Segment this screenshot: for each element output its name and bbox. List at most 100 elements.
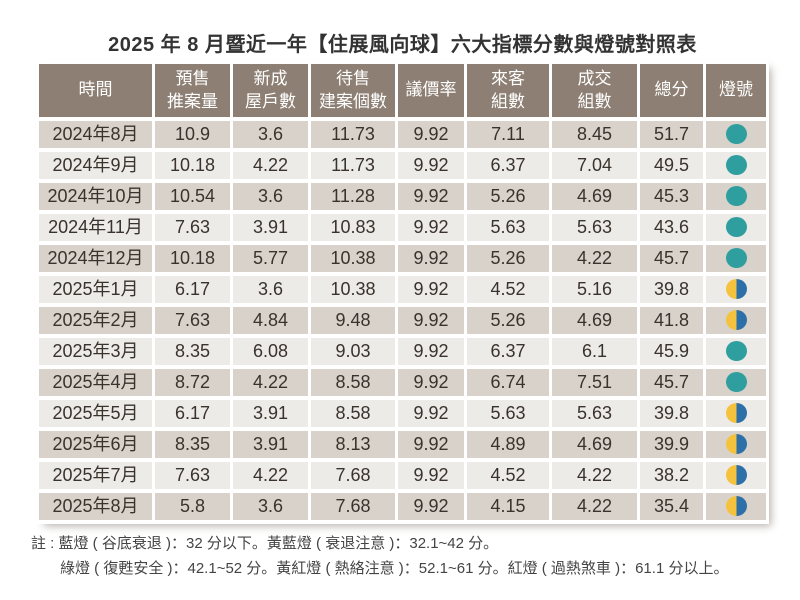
cell-projects-for-sale: 8.13 (311, 431, 395, 458)
table-row: 2025年4月 8.72 4.22 8.58 9.92 6.74 7.51 45.7 (39, 369, 766, 396)
indicator-table: 時間 預售 推案量 新成 屋戶數 待售 建案個數 議價率 來客 組數 成交 組數 總分 燈號 2… (36, 60, 769, 524)
col-header-visitor-groups: 來客 組數 (467, 64, 549, 117)
cell-time: 2024年8月 (39, 121, 152, 148)
yellow-blue-light-icon (725, 433, 747, 454)
cell-total-score: 45.3 (640, 183, 703, 210)
cell-deal-groups: 5.16 (552, 276, 637, 303)
cell-projects-for-sale: 11.73 (311, 152, 395, 179)
cell-total-score: 38.2 (640, 462, 703, 489)
col-header-presale-volume: 預售 推案量 (155, 64, 230, 117)
cell-new-house-units: 4.22 (233, 369, 308, 396)
page-title: 2025 年 8 月暨近一年【住展風向球】六大指標分數與燈號對照表 (108, 34, 697, 56)
cell-projects-for-sale: 11.28 (311, 183, 395, 210)
cell-presale-volume: 10.18 (155, 152, 230, 179)
cell-projects-for-sale: 7.68 (311, 493, 395, 520)
cell-deal-groups: 7.51 (552, 369, 637, 396)
cell-light-signal (706, 400, 766, 427)
cell-presale-volume: 8.35 (155, 431, 230, 458)
cell-negotiation-rate: 9.92 (398, 307, 464, 334)
cell-deal-groups: 4.22 (552, 462, 637, 489)
cell-negotiation-rate: 9.92 (398, 183, 464, 210)
cell-visitor-groups: 5.26 (467, 245, 549, 272)
cell-light-signal (706, 183, 766, 210)
cell-negotiation-rate: 9.92 (398, 369, 464, 396)
cell-presale-volume: 10.54 (155, 183, 230, 210)
cell-presale-volume: 10.18 (155, 245, 230, 272)
cell-negotiation-rate: 9.92 (398, 431, 464, 458)
cell-total-score: 39.9 (640, 431, 703, 458)
cell-deal-groups: 4.22 (552, 493, 637, 520)
cell-light-signal (706, 493, 766, 520)
cell-negotiation-rate: 9.92 (398, 276, 464, 303)
cell-light-signal (706, 307, 766, 334)
cell-negotiation-rate: 9.92 (398, 152, 464, 179)
cell-light-signal (706, 276, 766, 303)
cell-light-signal (706, 152, 766, 179)
green-light-icon (725, 123, 747, 144)
cell-new-house-units: 3.91 (233, 431, 308, 458)
cell-time: 2025年5月 (39, 400, 152, 427)
cell-presale-volume: 6.17 (155, 400, 230, 427)
cell-light-signal (706, 431, 766, 458)
cell-visitor-groups: 5.26 (467, 307, 549, 334)
cell-new-house-units: 3.6 (233, 493, 308, 520)
legend-notes: 註 : 藍燈 ( 谷底衰退 )：32 分以下。黃藍燈 ( 衰退注意 )：32.1… (31, 531, 728, 581)
cell-light-signal (706, 245, 766, 272)
cell-projects-for-sale: 7.68 (311, 462, 395, 489)
cell-visitor-groups: 5.26 (467, 183, 549, 210)
cell-light-signal (706, 462, 766, 489)
cell-deal-groups: 5.63 (552, 400, 637, 427)
legend-note-line1: 藍燈 ( 谷底衰退 )：32 分以下。黃藍燈 ( 衰退注意 )：32.1~42 … (58, 535, 499, 552)
cell-new-house-units: 4.22 (233, 462, 308, 489)
col-header-projects-for-sale: 待售 建案個數 (311, 64, 395, 117)
table-row: 2025年7月 7.63 4.22 7.68 9.92 4.52 4.22 38.2 (39, 462, 766, 489)
cell-time: 2025年8月 (39, 493, 152, 520)
cell-total-score: 35.4 (640, 493, 703, 520)
cell-negotiation-rate: 9.92 (398, 462, 464, 489)
cell-projects-for-sale: 8.58 (311, 369, 395, 396)
cell-deal-groups: 4.22 (552, 245, 637, 272)
cell-projects-for-sale: 9.48 (311, 307, 395, 334)
cell-presale-volume: 7.63 (155, 307, 230, 334)
cell-time: 2024年10月 (39, 183, 152, 210)
cell-total-score: 51.7 (640, 121, 703, 148)
cell-visitor-groups: 6.74 (467, 369, 549, 396)
green-light-icon (725, 340, 747, 361)
cell-visitor-groups: 4.15 (467, 493, 549, 520)
cell-projects-for-sale: 9.03 (311, 338, 395, 365)
cell-light-signal (706, 369, 766, 396)
cell-deal-groups: 5.63 (552, 214, 637, 241)
cell-light-signal (706, 338, 766, 365)
table-row: 2024年9月 10.18 4.22 11.73 9.92 6.37 7.04 49.5 (39, 152, 766, 179)
green-light-icon (725, 185, 747, 206)
table-header: 時間 預售 推案量 新成 屋戶數 待售 建案個數 議價率 來客 組數 成交 組數 總分 燈號 (39, 64, 766, 117)
cell-light-signal (706, 121, 766, 148)
cell-negotiation-rate: 9.92 (398, 338, 464, 365)
cell-total-score: 45.9 (640, 338, 703, 365)
cell-visitor-groups: 7.11 (467, 121, 549, 148)
cell-presale-volume: 8.72 (155, 369, 230, 396)
yellow-blue-light-icon (725, 464, 747, 485)
legend-note-line2: 綠燈 ( 復甦安全 )：42.1~52 分。黃紅燈 ( 熱絡注意 )：52.1~… (60, 560, 729, 577)
cell-projects-for-sale: 10.83 (311, 214, 395, 241)
cell-presale-volume: 7.63 (155, 214, 230, 241)
cell-total-score: 43.6 (640, 214, 703, 241)
cell-total-score: 41.8 (640, 307, 703, 334)
cell-presale-volume: 10.9 (155, 121, 230, 148)
cell-negotiation-rate: 9.92 (398, 245, 464, 272)
cell-deal-groups: 4.69 (552, 183, 637, 210)
cell-negotiation-rate: 9.92 (398, 214, 464, 241)
cell-projects-for-sale: 11.73 (311, 121, 395, 148)
col-header-time: 時間 (39, 64, 152, 117)
cell-deal-groups: 8.45 (552, 121, 637, 148)
cell-time: 2025年3月 (39, 338, 152, 365)
table-row: 2024年10月 10.54 3.6 11.28 9.92 5.26 4.69 45.3 (39, 183, 766, 210)
yellow-blue-light-icon (725, 495, 747, 516)
col-header-total-score: 總分 (640, 64, 703, 117)
cell-new-house-units: 3.6 (233, 183, 308, 210)
note-prefix: 註 : (31, 535, 55, 552)
table-row: 2025年6月 8.35 3.91 8.13 9.92 4.89 4.69 39.9 (39, 431, 766, 458)
cell-total-score: 45.7 (640, 245, 703, 272)
cell-negotiation-rate: 9.92 (398, 400, 464, 427)
